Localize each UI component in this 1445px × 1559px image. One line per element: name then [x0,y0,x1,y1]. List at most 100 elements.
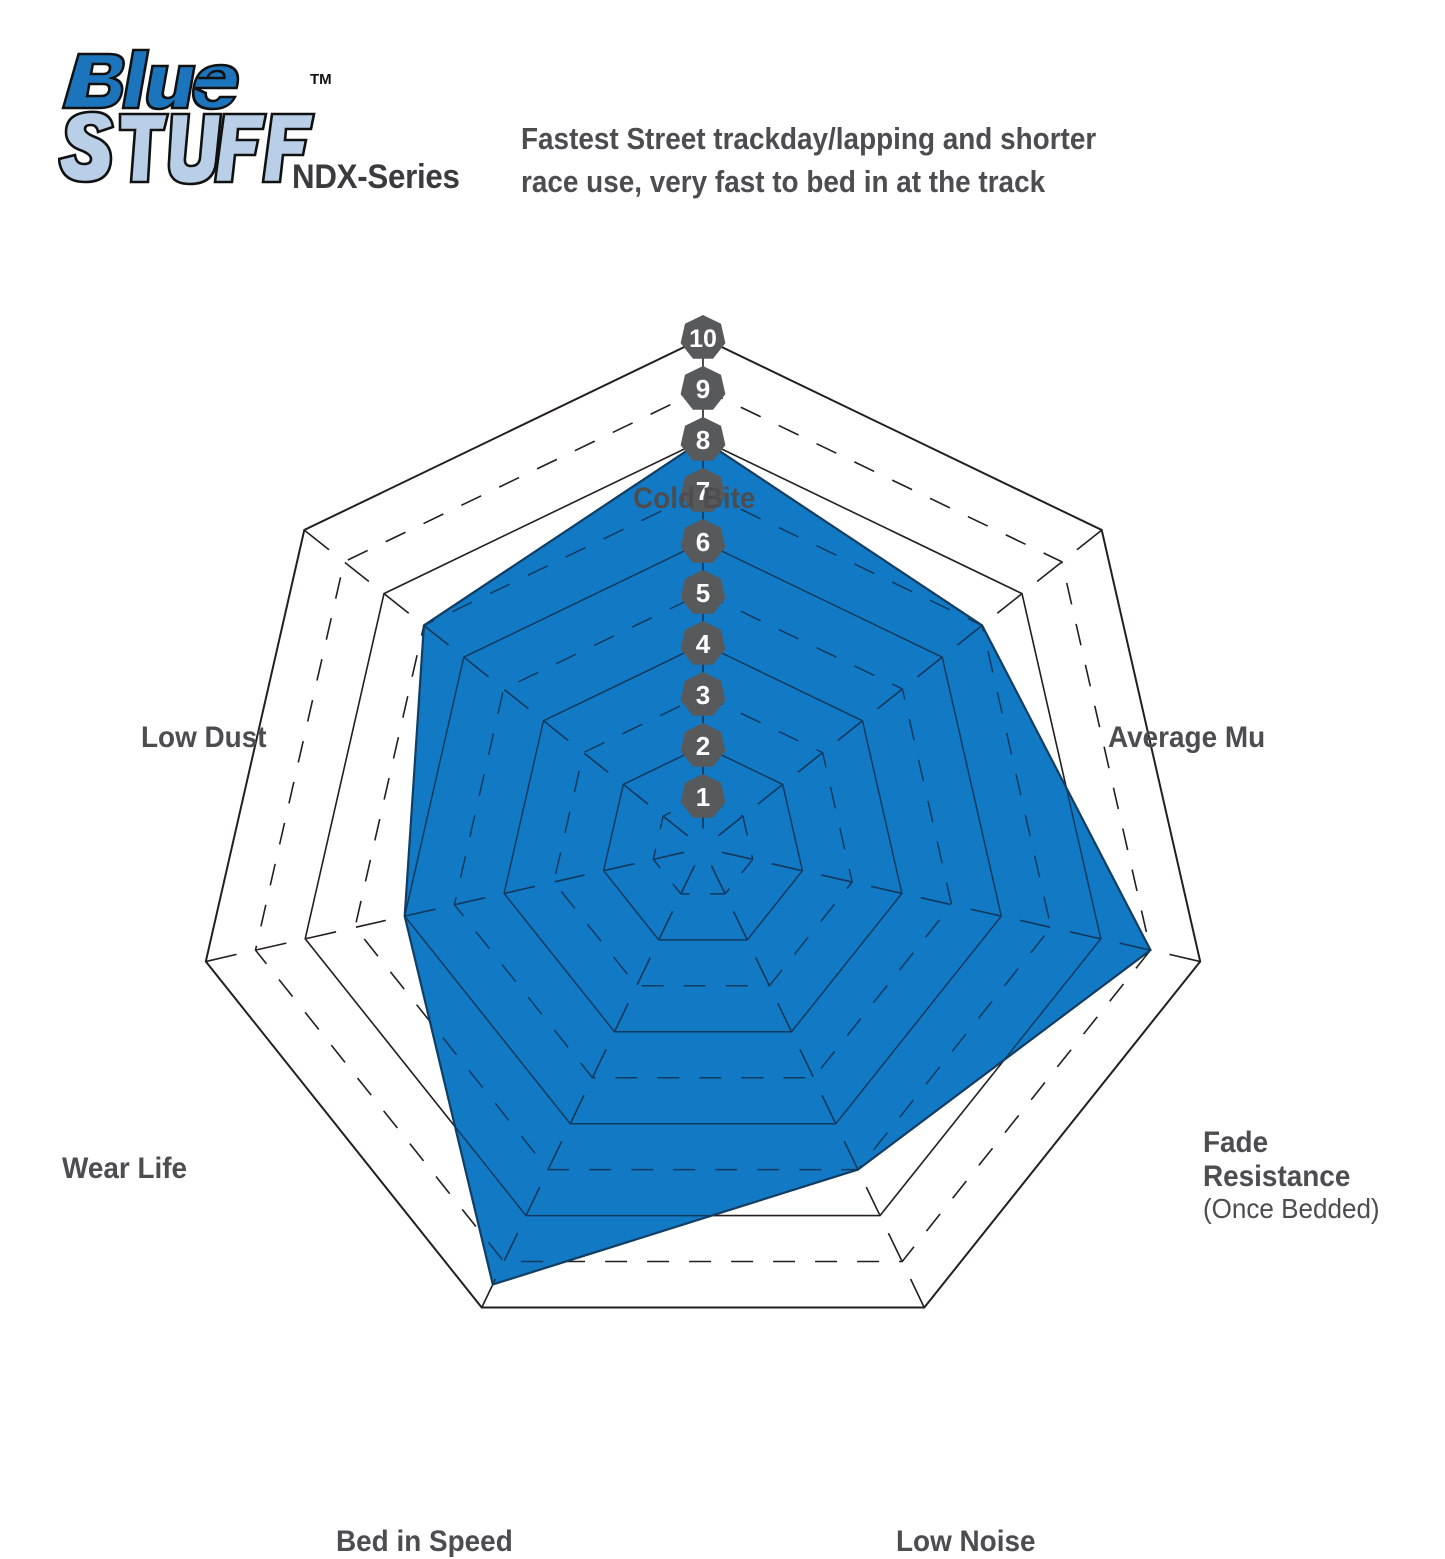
spoke-tick-1-9 [1036,561,1062,583]
spoke-tick-overlay-5-2 [604,862,635,872]
scale-marker-4: 4 [680,621,726,665]
radar-chart: 10 9 8 7 6 5 4 3 2 1 Cold Bite Average Mu Fade Re… [0,225,1445,1558]
spoke-tick-overlay-4-8 [525,1186,541,1216]
scale-marker-badge-4 [680,621,726,665]
spoke-tick-overlay-4-5 [592,1048,607,1078]
scale-marker-badge-8 [680,417,726,461]
spoke-tick-6-10 [304,530,330,551]
spoke-tick-overlay-2-1 [721,851,752,860]
fade-sublabel: (Once Bedded) [1203,1193,1380,1225]
spoke-tick-6-8 [384,593,410,614]
grid-ring-overlay-6 [404,541,1003,1125]
spoke-tick-overlay-2-3 [821,874,852,883]
scale-marker-label-3: 3 [696,680,710,710]
spoke-tick-3-8 [865,1186,881,1216]
trademark-symbol: TM [310,71,332,88]
spoke-tick-overlay-3-1 [710,865,726,894]
scale-marker-badge-5 [680,570,726,614]
spoke-tick-overlay-3-7 [843,1140,859,1170]
spoke-tick-overlay-5-1 [654,851,685,860]
spoke-tick-5-10 [206,953,237,963]
grid-ring-overlay-4 [503,643,903,1033]
spoke-tick-overlay-4-4 [614,1002,629,1032]
scale-marker-badge-6 [680,519,726,563]
spoke-tick-overlay-2-5 [920,896,951,906]
spoke-tick-overlay-1-5 [877,688,903,710]
scale-marker-label-5: 5 [696,578,710,608]
grid-ring-overlay-2 [602,745,804,941]
scale-marker-5: 5 [680,570,726,614]
scale-marker-badge-9 [680,366,726,410]
scale-marker-label-8: 8 [696,425,710,455]
spoke-tick-overlay-4-1 [680,865,696,894]
spoke-tick-2-10 [1169,953,1200,963]
scale-marker-badge-3 [680,672,726,716]
radar-chart-svg: 10 9 8 7 6 5 4 3 2 1 [204,315,1202,1309]
spoke-tick-overlay-5-4 [504,885,536,894]
scale-marker-2: 2 [680,723,726,767]
spoke-tick-overlay-2-9 [1119,942,1150,951]
spoke-tick-5-7 [355,919,386,928]
header: .lgblue{fill:#1C75BC;stroke:#111;stroke-… [0,0,1445,240]
tagline-line-2: race use, very fast to bed in at the tra… [521,163,1046,199]
spoke-tick-overlay-4-9 [503,1232,519,1261]
spoke-tick-overlay-6-5 [503,688,529,710]
spoke-tick-overlay-6-3 [583,752,609,773]
spoke-tick-overlay-6-7 [424,625,450,646]
series-name: NDX-Series [292,158,460,196]
series-polygon-ndx [403,438,1152,1286]
axis-label-average-mu: Average Mu [1108,721,1266,754]
logo-artwork: .lgblue{fill:#1C75BC;stroke:#111;stroke-… [58,48,332,186]
spoke-tick-overlay-3-2 [732,911,748,940]
scale-marker-9: 9 [680,366,726,410]
spoke-tick-overlay-1-6 [917,657,942,678]
scale-marker-6: 6 [680,519,726,563]
spoke-tick-overlay-2-2 [771,862,802,872]
spoke-tick-3-9 [887,1232,903,1261]
scale-marker-label-2: 2 [696,731,710,761]
scale-marker-label-1: 1 [696,782,710,812]
axis-label-cold-bite: Cold Bite [633,482,756,515]
spoke-tick-overlay-4-10 [481,1278,497,1285]
spoke-tick-overlay-1-1 [717,816,743,837]
spoke-tick-overlay-3-6 [821,1094,837,1124]
spoke-tick-overlay-1-3 [797,752,823,773]
spoke-tick-overlay-6-4 [543,720,569,742]
spoke-tick-overlay-1-4 [837,720,863,742]
grid-ring-10 [204,336,1202,1309]
spoke-tick-overlay-5-6 [405,908,436,917]
grid-ring-7 [354,490,1052,1171]
spoke-tick-1-10 [1076,530,1102,551]
fade-line-1: Fade [1203,1126,1269,1159]
spoke-tick-overlay-4-6 [569,1094,585,1124]
spoke-tick-3-10 [909,1278,925,1307]
spoke-tick-overlay-3-5 [799,1048,814,1078]
fade-line-2: Resistance [1203,1159,1351,1193]
grid-ring-overlay-5 [453,592,953,1079]
spoke-tick-overlay-3-4 [777,1002,792,1032]
scale-marker-badge-10 [680,315,726,359]
spoke-tick-overlay-1-7 [956,625,982,646]
scale-marker-badge-2 [680,723,726,767]
tagline-line-1: Fastest Street trackday/lapping and shor… [521,121,1097,156]
scale-marker-label-7: 7 [696,476,710,506]
axis-label-low-dust: Low Dust [141,721,267,754]
spoke-tick-overlay-1-2 [757,784,783,805]
grid-ring-9 [254,388,1152,1263]
axis-label-low-noise: Low Noise [896,1525,1036,1558]
bluestuff-logo: .lgblue{fill:#1C75BC;stroke:#111;stroke-… [58,46,358,211]
spoke-tick-overlay-4-3 [636,957,652,986]
scale-marker-8: 8 [680,417,726,461]
scale-marker-7: 7 [680,468,726,512]
spoke-tick-1-8 [996,593,1022,614]
axis-label-fade-resistance: Fade Resistance (Once Bedded) [1203,1126,1380,1225]
scale-marker-label-10: 10 [689,325,717,353]
spoke-tick-overlay-2-8 [1069,931,1100,940]
scale-marker-1: 1 [680,774,726,818]
spoke-tick-overlay-5-3 [554,874,585,883]
spoke-tick-overlay-6-2 [623,784,649,805]
scale-marker-label-6: 6 [696,527,710,557]
axis-label-wear-life: Wear Life [62,1152,188,1185]
scale-marker-badge-1 [680,774,726,818]
scale-marker-group: 10 9 8 7 6 5 4 3 2 1 [680,315,726,818]
